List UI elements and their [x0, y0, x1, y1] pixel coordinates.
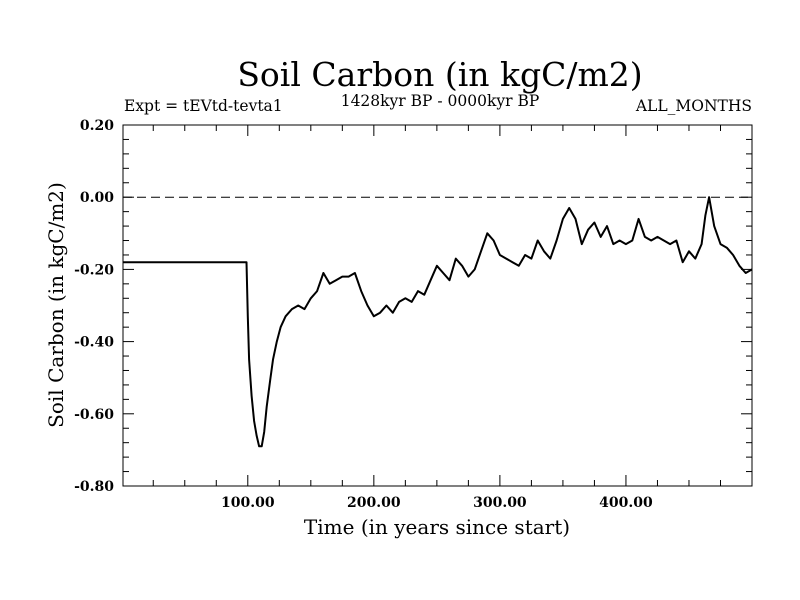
chart-title: Soil Carbon (in kgC/m2)	[237, 55, 642, 94]
y-tick-labels: 0.20 0.00 -0.20 -0.40 -0.60 -0.80	[74, 118, 114, 495]
y-tick-label: -0.60	[74, 407, 114, 423]
time-range-label: 1428kyr BP - 0000kyr BP	[341, 92, 540, 110]
axis-ticks	[123, 125, 752, 486]
series-line-soil-carbon	[123, 196, 753, 448]
x-tick-label: 200.00	[347, 495, 401, 511]
y-tick-label: 0.20	[80, 118, 114, 134]
months-label: ALL_MONTHS	[635, 97, 752, 115]
y-axis-label: Soil Carbon (in kgC/m2)	[44, 182, 68, 428]
x-tick-label: 400.00	[599, 495, 653, 511]
x-tick-label: 100.00	[221, 495, 275, 511]
series-layer	[123, 196, 753, 448]
y-tick-label: 0.00	[80, 190, 114, 206]
plot-frame	[122, 124, 753, 487]
experiment-label: Expt = tEVtd-tevta1	[124, 97, 283, 115]
x-tick-label: 300.00	[473, 495, 527, 511]
y-tick-label: -0.40	[74, 335, 114, 351]
x-tick-labels: 100.00 200.00 300.00 400.00	[221, 495, 653, 511]
x-axis-label: Time (in years since start)	[304, 515, 570, 539]
y-tick-label: -0.20	[74, 262, 114, 278]
y-tick-label: -0.80	[74, 479, 114, 495]
